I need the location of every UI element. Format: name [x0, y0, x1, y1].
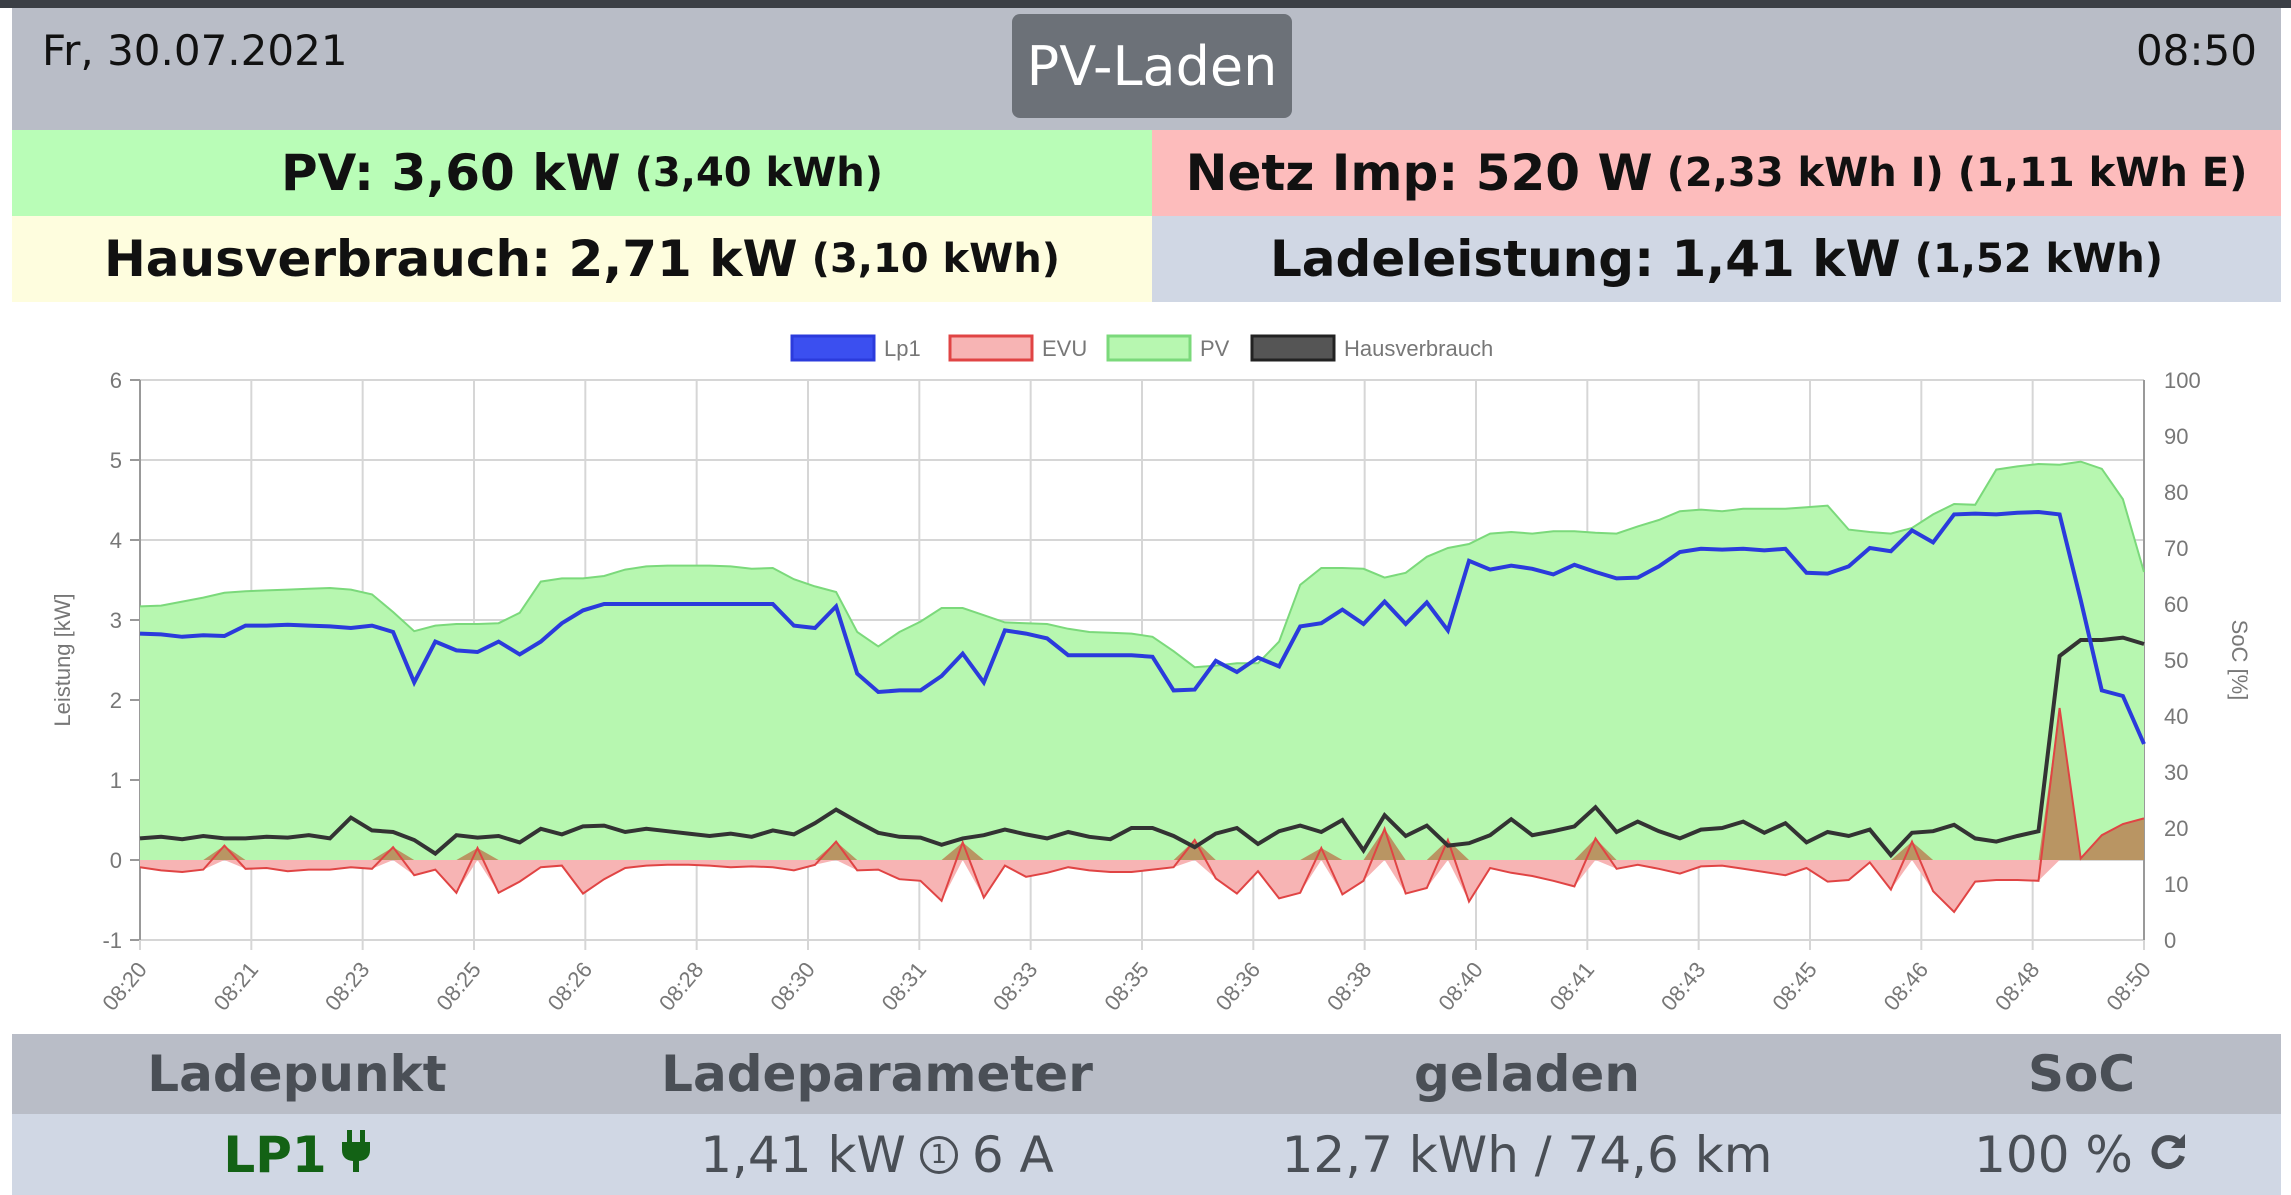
legend-swatch-lp1	[790, 334, 876, 362]
y-tick-label: 2	[110, 688, 122, 713]
pv-series-line	[139, 460, 2145, 669]
header-ladepunkt: Ladepunkt	[147, 1045, 447, 1103]
legend-label-hausverbrauch: Hausverbrauch	[1344, 336, 1493, 361]
x-tick-label: 08:43	[1656, 957, 1711, 1015]
refresh-icon[interactable]	[2149, 1126, 2189, 1184]
pv-energy: (3,40 kWh)	[634, 150, 884, 196]
charge-power: Ladeleistung: 1,41 kW	[1269, 230, 1901, 288]
legend-swatch-pv	[1106, 334, 1192, 362]
chargepoint-name[interactable]: LP1	[223, 1125, 327, 1184]
x-tick-label: 08:38	[1322, 957, 1377, 1015]
legend-label-pv: PV	[1200, 336, 1230, 361]
x-tick-label: 08:50	[2101, 957, 2156, 1015]
y-tick-label: 3	[110, 608, 122, 633]
y-tick-label: 6	[110, 368, 122, 393]
cell-ladepunkt[interactable]: LP1	[12, 1114, 582, 1195]
pv-power: PV: 3,60 kW	[280, 144, 621, 202]
x-tick-label: 08:30	[765, 957, 820, 1015]
header-soc: SoC	[2027, 1045, 2136, 1103]
header-ladeparameter: Ladeparameter	[661, 1045, 1093, 1103]
house-power: Hausverbrauch: 2,71 kW	[103, 230, 798, 288]
y2-tick-label: 20	[2164, 816, 2188, 841]
legend-swatch-hausverbrauch	[1250, 334, 1336, 362]
y2-tick-label: 90	[2164, 424, 2188, 449]
x-tick-label: 08:23	[320, 957, 375, 1015]
legend-swatch-evu	[948, 334, 1034, 362]
status-header: Fr, 30.07.2021 PV-Laden 08:50	[12, 8, 2281, 130]
y2-tick-label: 80	[2164, 480, 2188, 505]
y2-tick-label: 60	[2164, 592, 2188, 617]
x-tick-label: 08:36	[1211, 957, 1266, 1015]
charge-current-value: 6 A	[971, 1125, 1054, 1184]
charge-power-value: 1,41 kW	[700, 1125, 906, 1184]
x-tick-label: 08:31	[877, 957, 932, 1015]
x-tick-label: 08:48	[1990, 957, 2045, 1015]
y-axis-label: Leistung [kW]	[50, 593, 75, 726]
y2-tick-label: 100	[2164, 368, 2201, 393]
time-display: 08:50	[2135, 26, 2257, 75]
y2-tick-label: 30	[2164, 760, 2188, 785]
header-geladen: geladen	[1414, 1045, 1640, 1103]
evu-series-line	[139, 707, 2145, 914]
y2-tick-label: 70	[2164, 536, 2188, 561]
y2-tick-label: 10	[2164, 872, 2188, 897]
power-chart: -1 0 1 2 3 4 5 6 0 10 20 30 40 50 60 70 80 90 100 08:20 08:2…	[0, 320, 2291, 1030]
pv-summary: PV: 3,60 kW (3,40 kWh)	[12, 130, 1152, 216]
x-tick-label: 08:21	[209, 957, 264, 1015]
charge-summary: Ladeleistung: 1,41 kW (1,52 kWh)	[1152, 216, 2281, 302]
x-tick-label: 08:33	[988, 957, 1043, 1015]
y2-axis-label: SoC [%]	[2227, 620, 2252, 701]
grid-energy: (2,33 kWh I) (1,11 kWh E)	[1666, 150, 2248, 196]
cell-ladeparameter[interactable]: 1,41 kW 1 6 A	[582, 1114, 1172, 1195]
x-tick-label: 08:45	[1767, 957, 1822, 1015]
cell-geladen: 12,7 kWh / 74,6 km	[1281, 1125, 1773, 1184]
x-tick-label: 08:41	[1545, 957, 1600, 1015]
x-tick-label: 08:28	[654, 957, 709, 1015]
window-top-bar	[0, 0, 2291, 8]
soc-value: 100 %	[1974, 1125, 2133, 1184]
pv-area	[140, 461, 2144, 860]
house-energy: (3,10 kWh)	[811, 236, 1061, 282]
legend-label-evu: EVU	[1042, 336, 1087, 361]
grid-power: Netz Imp: 520 W	[1185, 144, 1653, 202]
cell-soc[interactable]: 100 %	[1882, 1114, 2281, 1195]
y2-tick-label: 40	[2164, 704, 2188, 729]
x-tick-label: 08:26	[543, 957, 598, 1015]
hausverbrauch-series-line	[139, 635, 2145, 859]
chargepoint-table-header: Ladepunkt Ladeparameter geladen SoC	[12, 1034, 2281, 1114]
y2-tick-label: 50	[2164, 648, 2188, 673]
x-tick-label: 08:46	[1879, 957, 1934, 1015]
plug-icon	[341, 1126, 371, 1184]
charge-mode-button[interactable]: PV-Laden	[1012, 14, 1292, 118]
chargepoint-row[interactable]: LP1 1,41 kW 1 6 A 12,7 kWh / 74,6 km 100…	[12, 1114, 2281, 1195]
y-tick-label: 5	[110, 448, 122, 473]
charge-energy: (1,52 kWh)	[1914, 236, 2164, 282]
date-display: Fr, 30.07.2021	[42, 26, 348, 75]
y2-tick-label: 0	[2164, 928, 2176, 953]
x-tick-label: 08:35	[1099, 957, 1154, 1015]
grid-summary: Netz Imp: 520 W (2,33 kWh I) (1,11 kWh E…	[1152, 130, 2281, 216]
info-circle-icon[interactable]: 1	[919, 1135, 958, 1174]
x-tick-label: 08:25	[431, 957, 486, 1015]
x-tick-label: 08:20	[97, 957, 152, 1015]
y-tick-label: -1	[102, 928, 122, 953]
legend-label-lp1: Lp1	[884, 336, 921, 361]
house-summary: Hausverbrauch: 2,71 kW (3,10 kWh)	[12, 216, 1152, 302]
y-tick-label: 0	[110, 848, 122, 873]
y-tick-label: 1	[110, 768, 122, 793]
y-tick-label: 4	[110, 528, 122, 553]
x-tick-label: 08:40	[1433, 957, 1488, 1015]
lp1-series-line	[139, 509, 2146, 745]
